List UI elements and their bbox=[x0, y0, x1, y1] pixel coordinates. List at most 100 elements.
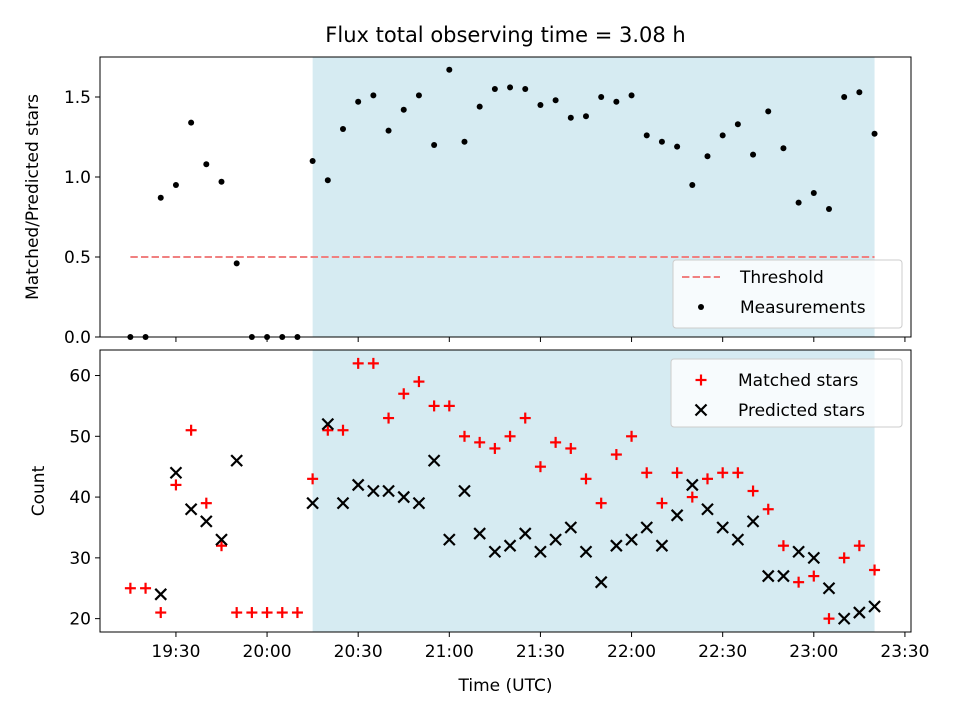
matched-star-point bbox=[717, 467, 729, 479]
count-y-tick-label: 60 bbox=[69, 367, 91, 387]
matched-star-point bbox=[124, 582, 136, 594]
predicted-star-point bbox=[443, 533, 456, 546]
measurement-points bbox=[127, 66, 878, 340]
ratio-legend-box bbox=[672, 259, 903, 329]
legend-measurements-swatch bbox=[698, 304, 704, 310]
count-y-tick-label: 30 bbox=[69, 549, 91, 569]
predicted-star-point bbox=[306, 496, 319, 510]
matched-star-point bbox=[261, 607, 273, 619]
legend-matched-swatch bbox=[695, 374, 707, 386]
measurement-point bbox=[203, 161, 210, 168]
count-legend-box bbox=[670, 358, 903, 428]
legend-measurements-label: Measurements bbox=[740, 298, 866, 318]
predicted-star-point bbox=[807, 551, 821, 565]
legend-matched-marker bbox=[695, 374, 707, 386]
measurement-point bbox=[172, 182, 179, 188]
predicted-star-point bbox=[200, 515, 213, 528]
count-legend: Matched stars Predicted stars bbox=[670, 358, 903, 428]
matched-star-point bbox=[185, 424, 197, 436]
count-x-tick-label: 22:30 bbox=[698, 642, 747, 662]
predicted-star-point bbox=[412, 496, 426, 510]
matched-star-point bbox=[231, 607, 243, 619]
measurement-point bbox=[598, 94, 605, 100]
matched-star-point bbox=[413, 376, 425, 388]
predicted-star-point bbox=[655, 539, 669, 552]
measurement-point bbox=[461, 138, 468, 145]
measurement-point bbox=[780, 145, 787, 152]
matched-star-point bbox=[367, 357, 379, 369]
matched-star-point bbox=[519, 412, 531, 424]
predicted-star-point bbox=[382, 484, 395, 498]
predicted-star-point bbox=[230, 454, 243, 467]
matched-star-point bbox=[474, 436, 486, 448]
matched-star-point bbox=[762, 503, 774, 515]
predicted-star-point bbox=[837, 612, 851, 625]
measurement-point bbox=[810, 190, 817, 196]
predicted-star-point bbox=[761, 569, 775, 583]
ratio-y-tick-label: 0.0 bbox=[64, 328, 91, 348]
matched-star-point bbox=[838, 552, 850, 564]
predicted-star-point bbox=[321, 417, 335, 431]
matched-star-point bbox=[823, 613, 835, 625]
predicted-stars-points bbox=[154, 417, 881, 625]
matched-star-point bbox=[869, 564, 881, 576]
matched-star-point bbox=[443, 400, 455, 412]
ratio-y-tick-label: 0.5 bbox=[64, 248, 91, 268]
count-y-axis-label: Count bbox=[29, 465, 49, 516]
x-axis-label: Time (UTC) bbox=[458, 676, 553, 696]
ratio-y-tick-label: 1.0 bbox=[64, 168, 91, 188]
matched-star-point bbox=[155, 607, 167, 619]
count-x-tick-label: 20:30 bbox=[334, 642, 383, 662]
matched-star-point bbox=[428, 400, 440, 412]
count-x-tick-label: 21:30 bbox=[516, 642, 565, 662]
matched-star-point bbox=[550, 436, 562, 448]
matched-star-point bbox=[580, 473, 592, 485]
predicted-star-point bbox=[488, 545, 502, 559]
predicted-star-point bbox=[731, 533, 745, 546]
predicted-star-point bbox=[427, 454, 441, 467]
measurement-point bbox=[157, 194, 164, 201]
measurement-point bbox=[613, 98, 620, 105]
count-panel: 20 30 40 50 60 19:30 20:00 20:30 21:00 21:30 22:0… bbox=[29, 349, 929, 696]
measurement-point bbox=[507, 84, 514, 91]
count-y-tick-label: 50 bbox=[69, 427, 91, 447]
predicted-star-point bbox=[503, 539, 517, 552]
predicted-star-point bbox=[686, 478, 699, 492]
predicted-star-point bbox=[336, 496, 350, 510]
matched-star-point bbox=[276, 607, 288, 619]
matched-star-point bbox=[641, 467, 653, 479]
matched-star-point bbox=[140, 582, 152, 594]
measurement-point bbox=[734, 121, 741, 128]
predicted-star-point bbox=[594, 575, 608, 589]
predicted-star-point bbox=[351, 478, 365, 492]
measurement-point bbox=[188, 119, 195, 126]
matched-star-point bbox=[170, 479, 182, 491]
measurement-point bbox=[233, 260, 240, 267]
measurement-point bbox=[704, 153, 711, 160]
matched-star-point bbox=[504, 430, 516, 442]
measurement-point bbox=[431, 142, 438, 148]
matched-star-point bbox=[595, 497, 607, 509]
predicted-star-point bbox=[549, 533, 562, 546]
measurement-point bbox=[871, 130, 878, 137]
matched-star-point bbox=[215, 540, 227, 552]
predicted-star-point bbox=[154, 588, 168, 601]
ratio-y-tick-label: 1.5 bbox=[64, 88, 91, 108]
measurement-point bbox=[415, 92, 422, 99]
predicted-star-point bbox=[701, 502, 714, 516]
legend-predicted-label: Predicted stars bbox=[738, 401, 865, 421]
ratio-y-axis-label: Matched/Predicted stars bbox=[23, 94, 43, 300]
matched-star-point bbox=[808, 570, 820, 582]
measurement-point bbox=[218, 178, 225, 185]
predicted-star-point bbox=[534, 545, 547, 559]
measurement-point bbox=[567, 114, 574, 121]
count-plot-frame bbox=[99, 349, 912, 633]
measurement-point bbox=[750, 151, 757, 158]
matched-stars-points bbox=[124, 357, 881, 625]
predicted-star-point bbox=[822, 581, 836, 595]
predicted-star-point bbox=[777, 569, 790, 583]
predicted-star-point bbox=[473, 527, 486, 540]
measurement-point bbox=[825, 206, 832, 212]
count-y-tick-label: 20 bbox=[69, 610, 91, 630]
